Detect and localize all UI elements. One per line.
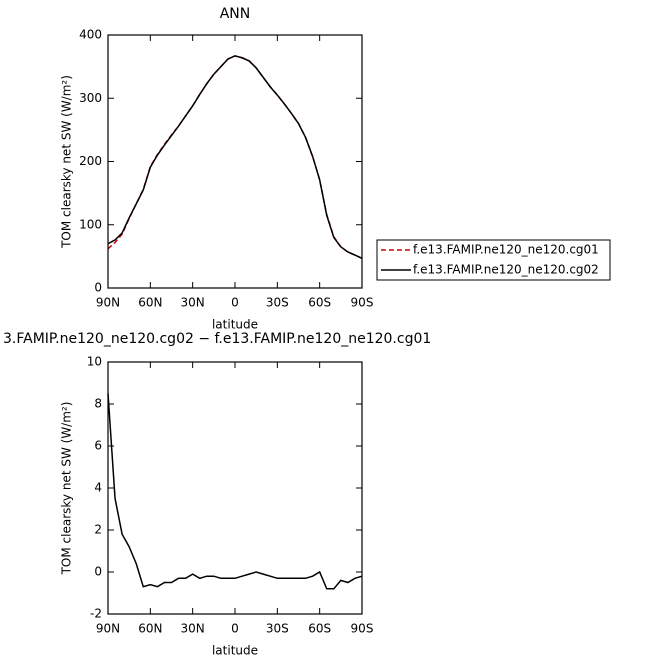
y-axis-label: TOM clearsky net SW (W/m²) xyxy=(60,402,74,576)
chart-title: ANN xyxy=(220,6,251,22)
x-tick-label: 90N xyxy=(96,296,120,310)
legend-label: f.e13.FAMIP.ne120_ne120.cg01 xyxy=(413,243,599,257)
x-tick-label: 60N xyxy=(138,296,162,310)
x-tick-label: 60S xyxy=(308,622,331,636)
y-tick-label: 8 xyxy=(94,397,102,411)
x-tick-label: 60S xyxy=(308,296,331,310)
y-tick-label: 0 xyxy=(94,281,102,295)
x-tick-label: 0 xyxy=(231,622,239,636)
y-tick-label: 2 xyxy=(94,523,102,537)
x-tick-label: 90S xyxy=(351,296,374,310)
line-series xyxy=(107,55,363,259)
x-axis-label: latitude xyxy=(212,318,258,332)
x-tick-label: 30N xyxy=(181,296,205,310)
x-tick-label: 30S xyxy=(266,296,289,310)
x-tick-label: 90N xyxy=(96,622,120,636)
legend-label: f.e13.FAMIP.ne120_ne120.cg02 xyxy=(413,263,599,277)
x-tick-label: 60N xyxy=(138,622,162,636)
legend-box xyxy=(376,239,611,281)
line-series xyxy=(107,393,363,590)
plot-frame xyxy=(107,361,363,615)
y-tick-label: 300 xyxy=(79,91,102,105)
y-tick-label: 400 xyxy=(79,28,102,42)
y-tick-label: 4 xyxy=(94,481,102,495)
y-tick-label: 200 xyxy=(79,154,102,168)
x-tick-label: 90S xyxy=(351,622,374,636)
y-axis-label: TOM clearsky net SW (W/m²) xyxy=(60,75,74,249)
y-tick-label: 6 xyxy=(94,439,102,453)
line-series xyxy=(107,55,363,259)
x-tick-label: 0 xyxy=(231,296,239,310)
x-tick-label: 30S xyxy=(266,622,289,636)
x-tick-label: 30N xyxy=(181,622,205,636)
y-tick-label: 10 xyxy=(87,355,102,369)
x-axis-label: latitude xyxy=(212,644,258,658)
plot-frame xyxy=(107,34,363,289)
y-tick-label: 100 xyxy=(79,217,102,231)
chart-title: 3.FAMIP.ne120_ne120.cg02 − f.e13.FAMIP.n… xyxy=(3,331,431,347)
y-tick-label: 0 xyxy=(94,565,102,579)
y-tick-label: -2 xyxy=(90,607,102,621)
